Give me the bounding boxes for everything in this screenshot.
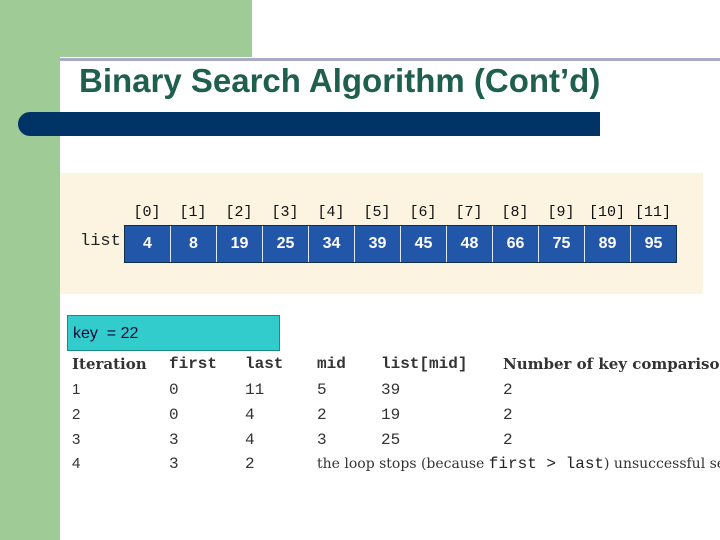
key-value-label: key = 22 [73,325,139,342]
index-label: [6] [409,204,437,221]
cell-mid: 3 [317,431,327,449]
index-label: [1] [179,204,207,221]
cell-iteration: 2 [72,406,81,423]
cell-comparisons: 2 [503,406,513,424]
cell-last: 2 [245,455,255,473]
header-list-mid: list[mid] [381,355,468,373]
array-cell: 66 [493,226,539,262]
array-cell: 89 [585,226,631,262]
top-decor-block [0,0,252,57]
note-suffix: ) unsuccessful search [604,456,720,472]
header-comparisons: Number of key comparisons [503,355,720,373]
array-name-label: list [80,232,121,251]
cell-first: 3 [169,431,179,449]
index-label: [11] [634,204,671,221]
cell-mid: 2 [317,406,327,424]
slide-title: Binary Search Algorithm (Cont’d) [79,62,601,99]
cell-last: 11 [245,381,265,399]
index-label: [9] [547,204,575,221]
cell-last: 4 [245,406,255,424]
cell-comparisons: 2 [503,381,513,399]
index-label: [2] [225,204,253,221]
array-cell: 45 [401,226,447,262]
array-cell: 19 [217,226,263,262]
array-figure: [0] [1] [2] [3] [4] [5] [6] [7] [8] [9] … [60,173,703,294]
top-rule-line [60,58,720,61]
cell-comparisons: 2 [503,431,513,449]
cell-mid: 5 [317,381,327,399]
index-label: [4] [317,204,345,221]
left-decor-strip [0,0,60,540]
key-value-box: key = 22 [67,315,280,351]
cell-last: 4 [245,431,255,449]
array-cell: 95 [631,226,676,262]
loop-stop-note: the loop stops (because first > last) un… [317,455,720,473]
array-cell: 48 [447,226,493,262]
cell-first: 3 [169,455,179,473]
title-underline-bar [18,112,600,136]
array-cell: 4 [125,226,171,262]
cell-first: 0 [169,381,179,399]
header-last: last [245,355,284,373]
cell-first: 0 [169,406,179,424]
header-first: first [169,355,218,373]
cell-iteration: 3 [72,431,81,448]
header-iteration: Iteration [72,355,147,373]
index-label: [8] [501,204,529,221]
index-label: [0] [133,204,161,221]
cell-list-mid: 19 [381,406,401,424]
cell-list-mid: 25 [381,431,401,449]
array-cell: 25 [263,226,309,262]
array-cell: 75 [539,226,585,262]
index-label: [7] [455,204,483,221]
trace-table: Iteration first last mid list[mid] Numbe… [72,355,720,475]
cell-iteration: 1 [72,381,81,398]
array-cell: 34 [309,226,355,262]
header-mid: mid [317,355,346,373]
cell-list-mid: 39 [381,381,401,399]
array-cell: 39 [355,226,401,262]
array-cell: 8 [171,226,217,262]
note-prefix: the loop stops (because [317,456,489,472]
cell-iteration: 4 [72,455,81,472]
index-label: [5] [363,204,391,221]
index-label: [3] [271,204,299,221]
index-label: [10] [588,204,625,221]
note-condition: first > last [488,455,605,473]
array-cells: 4 8 19 25 34 39 45 48 66 75 89 95 [124,225,677,263]
